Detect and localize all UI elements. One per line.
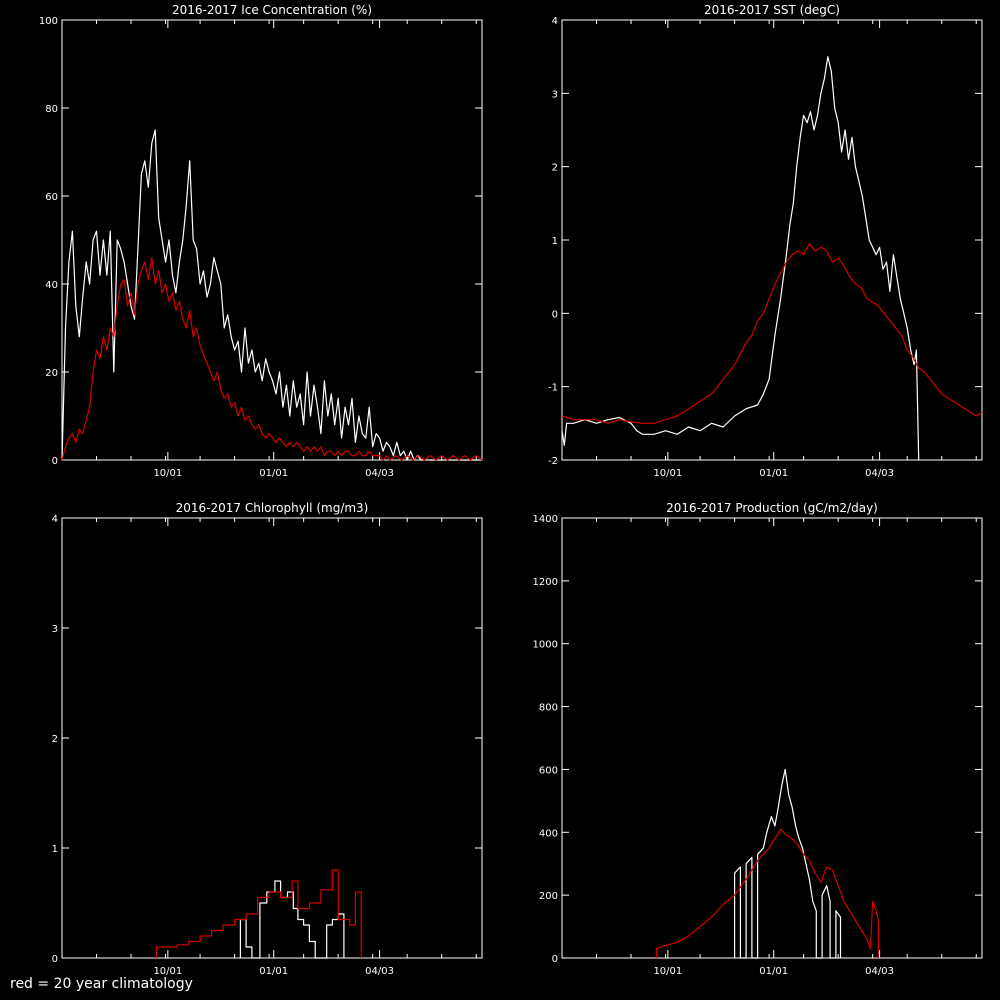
climatology-note: red = 20 year climatology <box>10 976 193 992</box>
x-tick-label: 01/01 <box>759 966 788 977</box>
chart-panel-3: 2016-2017 Chlorophyll (mg/m3) 0 1 2 3 4 10/01 0… <box>52 501 483 977</box>
series-line-climatology <box>655 828 880 958</box>
y-tick-label: -2 <box>548 456 558 467</box>
y-tick-label: 40 <box>45 280 58 291</box>
plot-frame <box>61 19 483 461</box>
y-tick-label: 3 <box>552 89 558 100</box>
y-tick-label: 100 <box>39 16 58 27</box>
chart-title: 2016-2017 Chlorophyll (mg/m3) <box>176 501 369 515</box>
y-tick-label: 2 <box>52 734 58 745</box>
y-tick-label: 4 <box>552 16 558 27</box>
x-tick-label: 10/01 <box>153 966 182 977</box>
plot-frame <box>561 517 983 959</box>
chart-title: 2016-2017 SST (degC) <box>704 3 840 17</box>
chart-panel-2: 2016-2017 SST (degC) -2 -1 0 1 2 3 4 10/01 01/01 0… <box>548 3 983 479</box>
y-tick-label: 2 <box>552 163 558 174</box>
chart-title: 2016-2017 Ice Concentration (%) <box>172 3 372 17</box>
y-tick-label: 3 <box>52 624 58 635</box>
y-tick-label: 0 <box>52 954 58 965</box>
series-line-climatology <box>61 257 483 461</box>
y-tick-label: 800 <box>539 703 558 714</box>
y-tick-label: 0 <box>52 456 58 467</box>
y-tick-label: 1200 <box>533 577 558 588</box>
x-tick-label: 10/01 <box>653 468 682 479</box>
x-tick-label: 01/01 <box>259 966 288 977</box>
y-tick-label: 4 <box>52 514 58 525</box>
series-line-observed <box>733 768 842 959</box>
x-tick-label: 10/01 <box>653 966 682 977</box>
chart-panel-1: 2016-2017 Ice Concentration (%) 0 20 40 60 80… <box>39 3 483 479</box>
series-line-climatology <box>561 243 983 424</box>
x-tick-label: 04/03 <box>365 966 394 977</box>
y-tick-label: 80 <box>45 104 58 115</box>
series-line-observed <box>561 56 920 461</box>
y-tick-label: 400 <box>539 828 558 839</box>
y-tick-label: 1 <box>552 236 558 247</box>
y-tick-label: 0 <box>552 309 558 320</box>
series-line-observed <box>61 129 482 461</box>
x-tick-label: 04/03 <box>365 468 394 479</box>
y-tick-label: 1400 <box>533 514 558 525</box>
plot-frame <box>561 19 983 461</box>
y-tick-label: 1000 <box>533 640 558 651</box>
y-tick-label: -1 <box>548 383 558 394</box>
x-tick-label: 10/01 <box>153 468 182 479</box>
series-line-climatology <box>155 869 362 958</box>
x-tick-label: 04/03 <box>865 468 894 479</box>
chart-title: 2016-2017 Production (gC/m2/day) <box>666 501 878 515</box>
y-tick-label: 0 <box>552 954 558 965</box>
y-tick-label: 1 <box>52 844 58 855</box>
x-tick-label: 01/01 <box>759 468 788 479</box>
chart-panel-4: 2016-2017 Production (gC/m2/day) 0 200 400 6… <box>533 501 983 977</box>
x-tick-label: 01/01 <box>259 468 288 479</box>
y-tick-label: 20 <box>45 368 58 379</box>
y-tick-label: 600 <box>539 765 558 776</box>
y-tick-label: 60 <box>45 192 58 203</box>
series-line-observed <box>239 880 345 959</box>
y-tick-label: 200 <box>539 891 558 902</box>
x-tick-label: 04/03 <box>865 966 894 977</box>
